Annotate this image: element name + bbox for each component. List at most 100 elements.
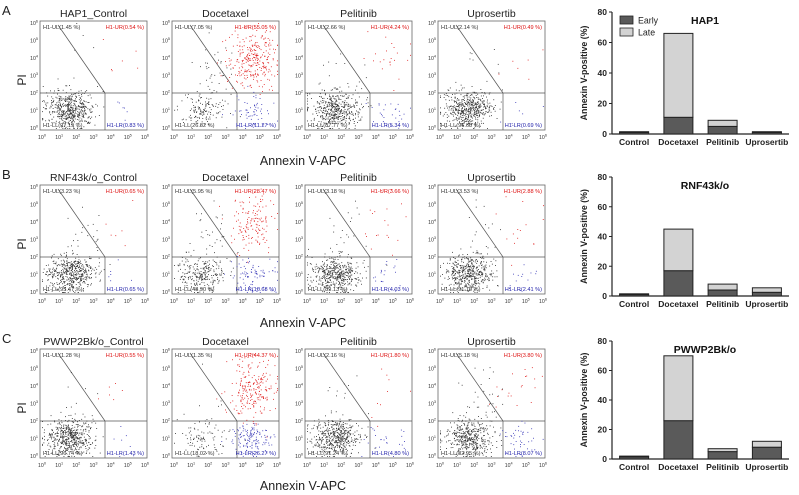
- dot: [380, 269, 382, 271]
- dot: [249, 50, 251, 51]
- dot: [344, 291, 346, 293]
- tick-exponent: 3: [301, 72, 303, 76]
- x-tick-label: 103: [488, 134, 496, 142]
- dot: [458, 254, 460, 256]
- dot: [256, 115, 258, 116]
- tick-base: 10: [38, 135, 44, 141]
- dot: [462, 115, 464, 116]
- tick-exponent: 1: [61, 298, 63, 302]
- dot: [244, 75, 246, 76]
- dot: [207, 118, 209, 120]
- dot: [79, 269, 80, 271]
- dot: [77, 429, 79, 431]
- dot: [333, 270, 335, 272]
- dot: [344, 107, 345, 109]
- dot: [277, 64, 278, 66]
- dot: [459, 105, 461, 107]
- dot: [340, 276, 342, 278]
- dot: [75, 274, 77, 276]
- dot: [203, 112, 205, 114]
- dot: [264, 272, 265, 274]
- dot: [388, 236, 389, 238]
- dot: [484, 277, 486, 279]
- tick-exponent: 0: [309, 134, 311, 138]
- dot: [71, 269, 73, 271]
- dot: [62, 440, 64, 442]
- dot: [196, 282, 197, 284]
- tick-exponent: 5: [168, 37, 170, 41]
- dot: [469, 266, 471, 268]
- y-tick-label: 105: [295, 201, 303, 209]
- dot: [257, 74, 259, 76]
- dot: [337, 264, 339, 266]
- dot: [483, 205, 485, 207]
- dot: [84, 112, 86, 114]
- x-tick-label: 106: [273, 298, 281, 306]
- dot: [468, 272, 469, 274]
- dot: [468, 279, 470, 281]
- dot: [67, 443, 69, 444]
- dot: [68, 97, 70, 99]
- dot: [191, 108, 192, 110]
- dot: [457, 103, 458, 105]
- tick-exponent: 0: [434, 125, 436, 129]
- dot: [246, 109, 248, 111]
- dot: [185, 94, 186, 96]
- dot: [447, 89, 449, 91]
- dot: [199, 277, 201, 279]
- tick-exponent: 2: [476, 134, 478, 138]
- dot: [68, 104, 70, 106]
- dot: [255, 45, 257, 47]
- dot: [69, 110, 71, 111]
- dot: [253, 56, 254, 58]
- dot: [213, 271, 215, 273]
- dot: [332, 121, 334, 123]
- dot: [473, 283, 475, 285]
- dot: [455, 282, 457, 284]
- dot: [49, 269, 50, 271]
- dot: [252, 64, 254, 66]
- dot: [56, 284, 58, 285]
- dot: [250, 39, 252, 41]
- tick-exponent: 6: [36, 20, 38, 24]
- dot: [468, 104, 470, 106]
- dot: [469, 95, 471, 96]
- dot: [473, 104, 475, 106]
- dot: [73, 260, 75, 262]
- dot: [77, 292, 79, 293]
- dot: [74, 426, 76, 428]
- dot: [209, 263, 210, 265]
- dot: [334, 267, 336, 269]
- y-tick-label: 103: [30, 72, 38, 80]
- dot: [471, 123, 473, 125]
- dot: [220, 62, 222, 64]
- dot: [480, 111, 481, 113]
- dot: [251, 237, 252, 239]
- tick-exponent: 6: [412, 134, 414, 138]
- x-tick-label: 106: [406, 298, 414, 306]
- dot: [463, 270, 464, 272]
- dot: [237, 256, 238, 257]
- dot: [121, 230, 123, 232]
- dot: [68, 427, 70, 428]
- dot: [198, 108, 199, 110]
- dot: [460, 265, 462, 266]
- dot: [248, 257, 249, 259]
- dot: [72, 268, 73, 270]
- dot: [463, 275, 465, 277]
- dot: [52, 449, 53, 451]
- dot: [217, 282, 219, 284]
- dot: [322, 112, 324, 113]
- dot: [84, 109, 86, 111]
- dot: [244, 57, 246, 59]
- dot: [460, 102, 462, 104]
- dot: [456, 262, 457, 263]
- dot: [190, 119, 192, 121]
- dot: [455, 277, 457, 279]
- dot: [336, 116, 338, 118]
- dot: [489, 109, 491, 111]
- dot: [335, 277, 336, 279]
- dot: [471, 278, 473, 280]
- dot: [457, 110, 459, 112]
- dot: [466, 263, 468, 265]
